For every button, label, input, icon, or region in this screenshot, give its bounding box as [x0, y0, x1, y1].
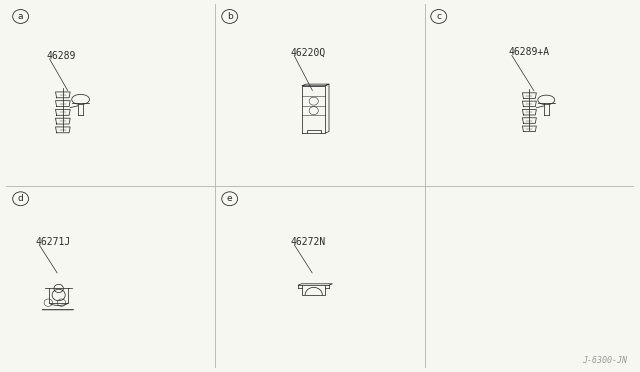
Text: J-6300-JN: J-6300-JN: [582, 356, 627, 365]
Text: e: e: [227, 194, 232, 203]
Text: 46289+A: 46289+A: [508, 48, 549, 57]
Text: 46271J: 46271J: [36, 237, 71, 247]
Text: 46220Q: 46220Q: [291, 48, 326, 57]
Text: 46272N: 46272N: [291, 237, 326, 247]
Text: a: a: [18, 12, 24, 21]
Text: b: b: [227, 12, 232, 21]
Text: c: c: [436, 12, 441, 21]
Text: 46289: 46289: [46, 51, 76, 61]
Text: d: d: [18, 194, 24, 203]
